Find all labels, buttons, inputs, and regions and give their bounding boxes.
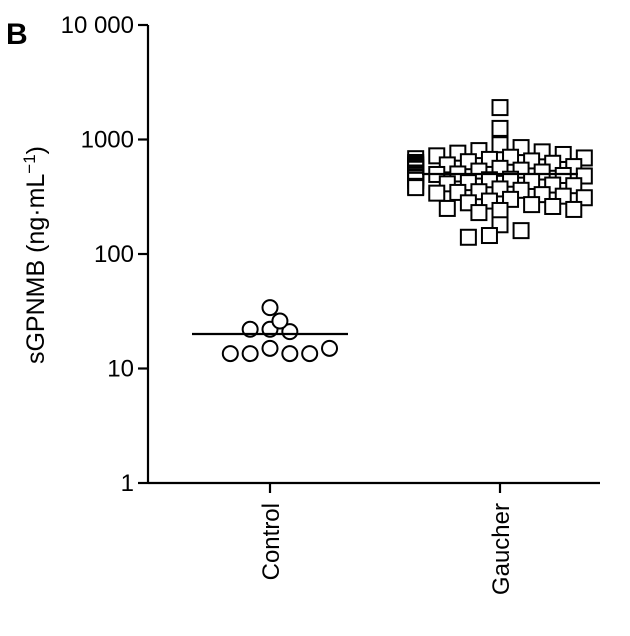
- category-label-gaucher: Gaucher: [488, 503, 515, 595]
- control-data-point: [261, 339, 279, 357]
- y-axis-label-main: sGPNMB (ng·mL: [22, 174, 50, 364]
- y-tick-label: 1: [121, 470, 134, 497]
- control-data-point: [271, 312, 289, 330]
- gaucher-data-point: [491, 136, 509, 154]
- y-axis-label: sGPNMB (ng·mL−1): [20, 146, 50, 364]
- data-points: [221, 99, 593, 363]
- control-data-point: [221, 345, 239, 363]
- x-axis: [148, 481, 600, 493]
- control-data-point: [321, 339, 339, 357]
- y-axis-label-superscript: −1: [20, 154, 39, 173]
- gaucher-data-point: [544, 197, 562, 215]
- gaucher-data-point: [428, 184, 446, 202]
- category-label-control: Control: [258, 503, 285, 580]
- gaucher-data-point: [480, 227, 498, 245]
- y-tick-label: 100: [94, 241, 134, 268]
- gaucher-data-point: [470, 204, 488, 222]
- gaucher-data-point: [491, 99, 509, 117]
- control-data-point: [301, 345, 319, 363]
- y-axis: 1 10 100 1000 10 000: [61, 12, 150, 497]
- control-data-point: [241, 345, 259, 363]
- gaucher-data-point: [407, 179, 425, 197]
- gaucher-data-point: [459, 228, 477, 246]
- gaucher-data-point: [512, 222, 530, 240]
- gaucher-data-point: [565, 200, 583, 218]
- category-labels: Control Gaucher: [258, 503, 515, 595]
- control-data-point: [261, 299, 279, 317]
- control-data-point: [281, 345, 299, 363]
- gaucher-data-point: [491, 201, 509, 219]
- gaucher-data-point: [523, 196, 541, 214]
- gaucher-data-point: [491, 119, 509, 137]
- gaucher-data-point: [438, 199, 456, 217]
- control-data-point: [281, 323, 299, 341]
- y-axis-label-close: ): [22, 146, 50, 154]
- y-tick-label: 10 000: [61, 12, 134, 39]
- panel-label: B: [6, 18, 28, 51]
- median-lines: [192, 172, 578, 336]
- y-tick-label: 1000: [81, 127, 134, 154]
- y-tick-label: 10: [107, 356, 134, 383]
